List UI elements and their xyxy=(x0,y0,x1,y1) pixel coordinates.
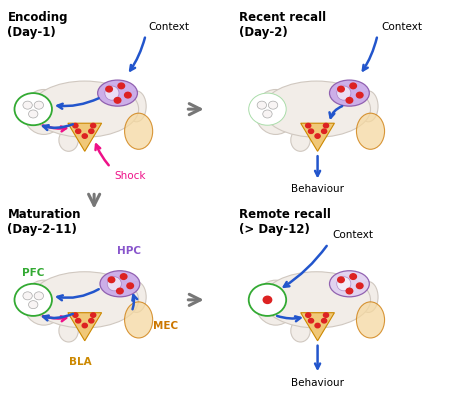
Circle shape xyxy=(321,129,327,133)
Circle shape xyxy=(125,92,131,98)
Circle shape xyxy=(106,86,112,92)
Circle shape xyxy=(91,313,96,317)
Ellipse shape xyxy=(125,302,153,338)
Text: Context: Context xyxy=(148,22,189,32)
Ellipse shape xyxy=(98,80,137,106)
Ellipse shape xyxy=(127,282,146,313)
Circle shape xyxy=(356,92,363,98)
Circle shape xyxy=(268,101,278,109)
Text: Context: Context xyxy=(381,22,422,32)
Circle shape xyxy=(350,83,356,89)
Ellipse shape xyxy=(291,319,310,342)
Circle shape xyxy=(315,134,320,138)
Ellipse shape xyxy=(263,272,371,328)
Circle shape xyxy=(23,101,32,109)
Ellipse shape xyxy=(249,284,286,316)
Text: HPC: HPC xyxy=(117,246,141,256)
Circle shape xyxy=(28,110,38,118)
Circle shape xyxy=(257,101,266,109)
Ellipse shape xyxy=(59,129,78,151)
Circle shape xyxy=(323,313,328,317)
Circle shape xyxy=(73,313,78,317)
Circle shape xyxy=(346,98,353,103)
Text: BLA: BLA xyxy=(69,357,91,367)
Ellipse shape xyxy=(337,86,351,100)
Ellipse shape xyxy=(125,113,153,149)
Ellipse shape xyxy=(15,284,52,316)
Circle shape xyxy=(89,129,94,133)
Circle shape xyxy=(323,123,328,128)
Circle shape xyxy=(315,323,320,328)
Circle shape xyxy=(76,319,81,323)
Circle shape xyxy=(82,323,87,328)
Circle shape xyxy=(263,296,272,304)
Circle shape xyxy=(346,288,353,294)
Ellipse shape xyxy=(329,271,369,297)
Ellipse shape xyxy=(356,302,384,338)
Circle shape xyxy=(350,274,356,279)
Ellipse shape xyxy=(359,91,378,122)
Circle shape xyxy=(108,277,115,282)
Ellipse shape xyxy=(15,93,52,125)
Text: Recent recall
(Day-2): Recent recall (Day-2) xyxy=(239,11,327,39)
Text: Shock: Shock xyxy=(114,171,146,181)
Circle shape xyxy=(34,292,44,300)
Circle shape xyxy=(356,283,363,289)
Text: PFC: PFC xyxy=(22,268,45,278)
Circle shape xyxy=(337,277,344,282)
Circle shape xyxy=(82,134,87,138)
Circle shape xyxy=(337,86,344,92)
Circle shape xyxy=(23,292,32,300)
Ellipse shape xyxy=(255,280,296,325)
Circle shape xyxy=(120,274,127,279)
Ellipse shape xyxy=(23,280,64,325)
Ellipse shape xyxy=(291,129,310,151)
Circle shape xyxy=(306,123,311,128)
Ellipse shape xyxy=(59,319,78,342)
Circle shape xyxy=(127,283,134,289)
Ellipse shape xyxy=(31,81,138,137)
Text: Encoding
(Day-1): Encoding (Day-1) xyxy=(8,11,68,39)
Ellipse shape xyxy=(356,113,384,149)
Circle shape xyxy=(76,129,81,133)
Text: Behaviour: Behaviour xyxy=(291,184,344,194)
Circle shape xyxy=(91,123,96,128)
Text: MEC: MEC xyxy=(153,321,178,331)
Circle shape xyxy=(117,288,123,294)
Ellipse shape xyxy=(359,282,378,313)
Circle shape xyxy=(306,313,311,317)
Circle shape xyxy=(309,129,314,133)
Circle shape xyxy=(321,319,327,323)
Polygon shape xyxy=(301,313,335,341)
Circle shape xyxy=(114,98,121,103)
Circle shape xyxy=(118,83,125,89)
Ellipse shape xyxy=(23,90,64,134)
Ellipse shape xyxy=(249,93,286,125)
Text: Context: Context xyxy=(332,230,373,241)
Circle shape xyxy=(309,319,314,323)
Circle shape xyxy=(73,123,78,128)
Ellipse shape xyxy=(255,90,296,134)
Ellipse shape xyxy=(337,277,351,291)
Polygon shape xyxy=(68,123,101,151)
Polygon shape xyxy=(68,313,101,341)
Ellipse shape xyxy=(263,81,371,137)
Circle shape xyxy=(263,110,272,118)
Ellipse shape xyxy=(329,80,369,106)
Circle shape xyxy=(34,101,44,109)
Polygon shape xyxy=(301,123,335,151)
Text: Remote recall
(> Day-12): Remote recall (> Day-12) xyxy=(239,208,331,236)
Ellipse shape xyxy=(100,271,140,297)
Ellipse shape xyxy=(31,272,138,328)
Ellipse shape xyxy=(107,277,121,291)
Ellipse shape xyxy=(105,86,119,100)
Circle shape xyxy=(89,319,94,323)
Text: Maturation
(Day-2-11): Maturation (Day-2-11) xyxy=(8,208,81,236)
Circle shape xyxy=(28,301,38,309)
Text: Behaviour: Behaviour xyxy=(291,378,344,388)
Ellipse shape xyxy=(127,91,146,122)
